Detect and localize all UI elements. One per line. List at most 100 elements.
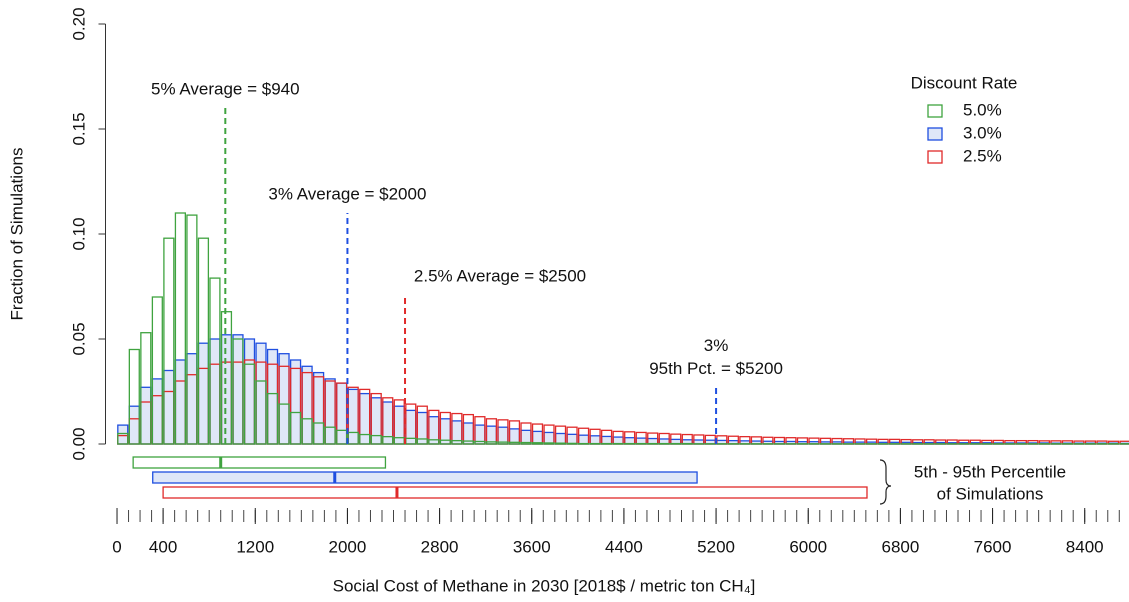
histogram-bar: [554, 442, 567, 445]
legend-swatch: [927, 150, 943, 164]
histogram-bar: [278, 353, 290, 445]
histogram-bar: [508, 441, 521, 445]
histogram-bar: [140, 332, 152, 445]
y-tick-label: 0.20: [69, 7, 88, 40]
legend-swatch: [927, 127, 943, 141]
histogram-bar: [324, 378, 336, 445]
histogram-bar: [416, 438, 428, 445]
histogram-bar: [520, 441, 532, 445]
histogram-bar: [128, 405, 140, 445]
histogram-bar: [601, 435, 613, 445]
x-tick-label: 4400: [605, 537, 643, 556]
percentile-bar: [162, 486, 868, 499]
histogram-bar: [497, 441, 509, 445]
annotation-text: 95th Pct. = $5200: [649, 359, 783, 378]
percentile-label: 5th - 95th Percentile: [914, 462, 1066, 481]
legend-label: 5.0%: [963, 100, 1002, 119]
x-tick-label: 6800: [881, 537, 919, 556]
legend-swatch: [927, 104, 943, 118]
annotation-text: 2.5% Average = $2500: [414, 266, 586, 285]
y-axis-label: Fraction of Simulations: [7, 148, 26, 321]
x-tick-label: 6000: [789, 537, 827, 556]
histogram-bar: [359, 392, 371, 445]
histogram-bar: [382, 401, 394, 445]
y-tick-label: 0.05: [69, 322, 88, 355]
histogram-bar: [117, 432, 129, 445]
histogram-bar: [220, 311, 233, 445]
histogram-bar: [485, 441, 498, 445]
y-tick-label: 0.15: [69, 112, 88, 145]
histogram-bar: [301, 418, 313, 445]
histogram-bar: [462, 440, 474, 445]
x-tick-label: 3600: [513, 537, 551, 556]
histogram-bar: [301, 365, 313, 445]
histogram-bar: [278, 403, 290, 445]
histogram-bar: [174, 359, 186, 445]
histogram-bar: [324, 426, 336, 445]
histogram-bar: [370, 397, 382, 445]
histogram-bar: [255, 342, 267, 445]
histogram-bar: [186, 353, 198, 445]
histogram-bar: [347, 388, 359, 445]
percentile-bar: [152, 471, 698, 484]
histogram-bar: [163, 369, 175, 445]
annotation-text: 3%: [704, 336, 729, 355]
histogram-bar: [589, 435, 601, 445]
histogram-bar: [382, 435, 394, 445]
histogram-bar: [566, 442, 578, 445]
histogram-bar: [451, 439, 463, 445]
histogram-bar: [186, 214, 198, 445]
histogram-bar: [531, 442, 544, 445]
histogram-bar: [151, 296, 163, 445]
percentile-bar: [132, 456, 387, 469]
histogram-bar: [370, 434, 382, 445]
x-tick-label: 5200: [697, 537, 735, 556]
histogram-bar: [197, 342, 210, 445]
histogram-bar: [243, 338, 256, 445]
histogram-bar: [140, 386, 152, 445]
x-tick-label: 8400: [1066, 537, 1104, 556]
histogram-bar: [336, 429, 348, 445]
bracket: [879, 459, 892, 505]
histogram-bar: [243, 363, 256, 445]
legend-label: 2.5%: [963, 146, 1002, 165]
annotation-text: 5% Average = $940: [151, 79, 300, 98]
histogram-bar: [543, 431, 555, 445]
x-tick-label: 1200: [236, 537, 274, 556]
histogram-bar: [209, 338, 221, 445]
legend-title: Discount Rate: [911, 73, 1018, 92]
x-tick-label: 400: [149, 537, 177, 556]
histogram-bar: [209, 277, 221, 445]
histogram-bar: [255, 380, 267, 445]
histogram-bar: [232, 338, 244, 445]
x-tick-label: 7600: [974, 537, 1012, 556]
histogram-bar: [577, 434, 590, 445]
x-tick-label: 0: [112, 537, 121, 556]
legend-label: 3.0%: [963, 123, 1002, 142]
histogram-bar: [554, 432, 567, 445]
histogram-bar: [266, 392, 279, 445]
histogram-bar: [474, 440, 486, 445]
histogram-bar: [128, 348, 140, 445]
histogram-bar: [428, 439, 440, 445]
x-tick-label: 2800: [421, 537, 459, 556]
y-tick-label: 0.00: [69, 427, 88, 460]
histogram-bar: [163, 237, 175, 445]
histogram-bar: [232, 334, 244, 445]
histogram-bar: [336, 382, 348, 445]
histogram-bar: [289, 359, 302, 445]
x-axis-label: Social Cost of Methane in 2030 [2018$ / …: [333, 576, 756, 595]
y-tick-label: 0.10: [69, 217, 88, 250]
histogram-bar: [313, 371, 325, 445]
histogram-bar: [174, 212, 186, 445]
histogram-bar: [151, 378, 163, 445]
histogram-bar: [220, 334, 233, 445]
histogram-bar: [289, 411, 302, 445]
x-tick-label: 2000: [329, 537, 367, 556]
histogram-bar: [197, 237, 210, 445]
histogram-bar: [566, 433, 578, 445]
histogram-bar: [359, 433, 371, 445]
histogram-bar: [117, 424, 129, 445]
percentile-label: of Simulations: [937, 484, 1044, 503]
